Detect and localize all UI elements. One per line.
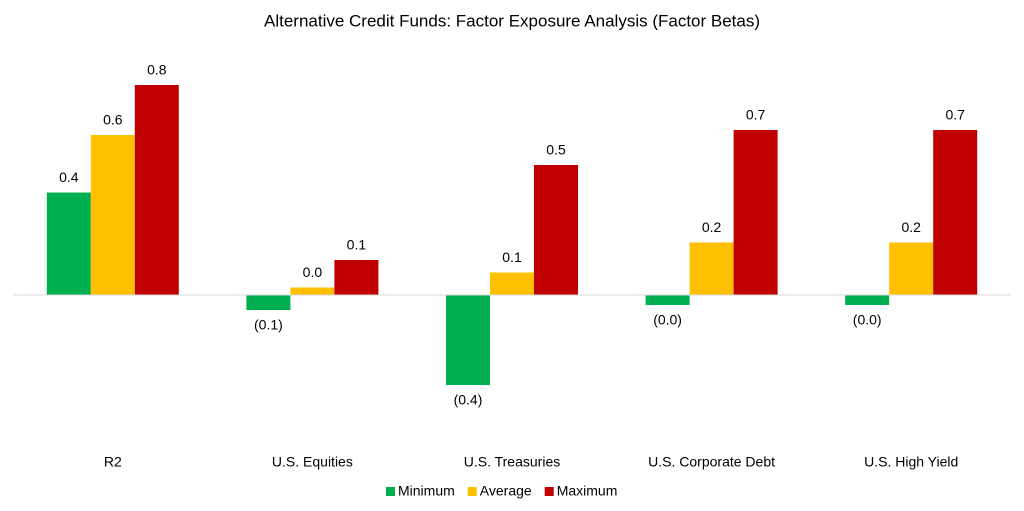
x-tick-label: U.S. Treasuries: [464, 454, 560, 470]
bar: [889, 242, 934, 295]
legend-swatch: [467, 487, 477, 496]
value-label: 0.5: [546, 142, 566, 158]
legend-label: Minimum: [398, 483, 455, 499]
legend-label: Average: [480, 483, 532, 499]
value-label: (0.1): [254, 317, 283, 333]
x-tick-label: U.S. High Yield: [864, 454, 958, 470]
value-label: 0.6: [103, 112, 123, 128]
value-label: 0.2: [901, 219, 921, 235]
bar: [689, 242, 734, 295]
value-label: (0.4): [454, 392, 483, 408]
value-label: 0.4: [59, 169, 79, 185]
legend-label: Maximum: [557, 483, 618, 499]
value-label: (0.0): [853, 312, 882, 328]
value-label: 0.7: [945, 107, 965, 123]
x-tick-label: U.S. Corporate Debt: [648, 454, 775, 470]
value-label: 0.1: [347, 237, 367, 253]
x-tick-label: U.S. Equities: [272, 454, 353, 470]
value-label: 0.2: [702, 219, 722, 235]
chart-title: Alternative Credit Funds: Factor Exposur…: [264, 11, 760, 30]
bar: [290, 287, 335, 295]
value-label: 0.7: [746, 107, 766, 123]
value-label: 0.1: [502, 249, 522, 265]
bar: [446, 295, 490, 385]
value-label: 0.0: [303, 264, 323, 280]
bar: [733, 130, 778, 295]
bar: [933, 130, 978, 295]
bar: [645, 295, 690, 305]
bar: [534, 165, 578, 295]
bar: [246, 295, 291, 310]
legend-swatch: [544, 487, 554, 496]
x-tick-label: R2: [104, 454, 122, 470]
bar: [845, 295, 890, 305]
bar: [490, 272, 534, 295]
value-label: (0.0): [653, 312, 682, 328]
legend-swatch: [386, 487, 395, 496]
value-label: 0.8: [147, 62, 167, 78]
bar: [134, 85, 179, 295]
bar: [46, 192, 91, 295]
bar: [334, 260, 379, 295]
bar: [90, 135, 135, 295]
